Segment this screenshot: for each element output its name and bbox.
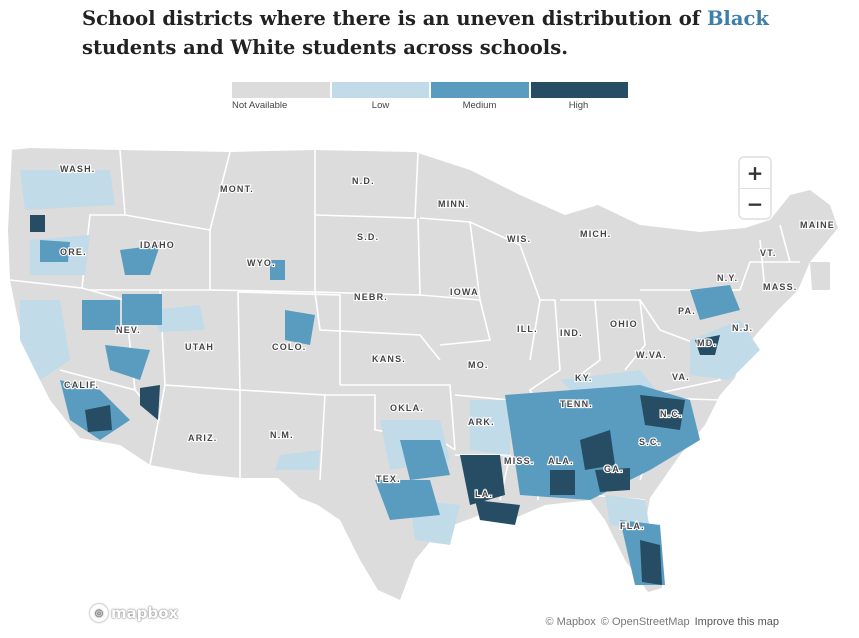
- state-label-ky: KY.: [575, 373, 593, 383]
- legend-label-low: Low: [371, 100, 390, 111]
- zoom-controls: + −: [740, 158, 770, 218]
- state-label-wash: WASH.: [60, 164, 96, 174]
- mapbox-mark-icon: ◎: [90, 604, 108, 622]
- us-land: [8, 148, 838, 600]
- state-label-ore: ORE.: [60, 247, 87, 257]
- zoom-in-button[interactable]: +: [740, 158, 770, 188]
- state-label-ga: GA.: [604, 464, 624, 474]
- improve-map-link[interactable]: Improve this map: [694, 616, 779, 628]
- state-label-calif: CALIF.: [64, 380, 99, 390]
- state-label-nd: N.D.: [352, 176, 375, 186]
- state-label-wva: W.VA.: [636, 350, 667, 360]
- state-label-nm: N.M.: [270, 430, 294, 440]
- state-label-tenn: TENN.: [560, 399, 593, 409]
- state-label-ny: N.Y.: [717, 273, 738, 283]
- state-label-okla: OKLA.: [390, 403, 424, 413]
- state-label-ohio: OHIO: [610, 319, 638, 329]
- state-label-maine: MAINE: [800, 220, 835, 230]
- new-england-coast: [810, 262, 830, 290]
- state-label-nebr: NEBR.: [354, 292, 388, 302]
- legend-swatch-not-available: [232, 82, 330, 98]
- state-label-ala: ALA.: [548, 456, 574, 466]
- districts-high: [30, 215, 720, 585]
- state-label-pa: PA.: [678, 306, 696, 316]
- state-label-nc: N.C.: [660, 409, 683, 419]
- legend-label-high: High: [568, 100, 589, 111]
- mapbox-logo[interactable]: ◎ mapbox: [90, 604, 178, 622]
- title-text-end: students and White students across schoo…: [82, 36, 568, 59]
- state-label-ariz: ARIZ.: [188, 433, 218, 443]
- legend-color-bar: [232, 82, 628, 98]
- state-label-utah: UTAH: [185, 342, 214, 352]
- state-label-wis: WIS.: [507, 234, 531, 244]
- state-label-minn: MINN.: [438, 199, 470, 209]
- legend-swatch-high: [530, 82, 628, 98]
- state-label-colo: COLO.: [272, 342, 307, 352]
- legend: Not Available Low Medium High: [232, 82, 628, 111]
- page-title: School districts where there is an uneve…: [82, 4, 782, 62]
- title-highlight-black: Black: [706, 7, 769, 30]
- mapbox-logo-text: mapbox: [111, 604, 179, 622]
- attribution-osm-link[interactable]: © OpenStreetMap: [600, 616, 690, 628]
- state-label-iowa: IOWA: [450, 287, 479, 297]
- zoom-out-button[interactable]: −: [740, 188, 770, 218]
- legend-label-not-available: Not Available: [232, 100, 288, 111]
- state-label-sc: S.C.: [639, 437, 661, 447]
- legend-swatch-low: [331, 82, 429, 98]
- state-label-mo: MO.: [468, 360, 489, 370]
- state-label-mass: MASS.: [763, 282, 798, 292]
- state-label-kans: KANS.: [372, 354, 406, 364]
- state-label-ind: IND.: [560, 328, 583, 338]
- state-label-sd: S.D.: [357, 232, 379, 242]
- state-label-miss: MISS.: [504, 456, 535, 466]
- state-label-idaho: IDAHO: [140, 240, 175, 250]
- districts-low: [20, 170, 760, 545]
- state-label-la: LA.: [475, 489, 493, 499]
- state-label-vt: VT.: [760, 248, 777, 258]
- title-text-start: School districts where there is an uneve…: [82, 7, 707, 30]
- state-label-md: MD.: [697, 338, 717, 348]
- map-attribution: © Mapbox © OpenStreetMap Improve this ma…: [546, 616, 780, 628]
- state-label-ill: ILL.: [517, 324, 538, 334]
- legend-swatch-medium: [431, 82, 529, 98]
- state-labels: WASH. MONT. N.D. MINN. MAINE ORE. IDAHO …: [59, 163, 835, 532]
- state-label-mont: MONT.: [220, 184, 254, 194]
- state-label-nj: N.J.: [732, 323, 753, 333]
- state-label-tex: TEX.: [376, 474, 401, 484]
- attribution-mapbox-link[interactable]: © Mapbox: [545, 616, 596, 628]
- state-label-va: VA.: [672, 372, 690, 382]
- legend-label-medium: Medium: [462, 100, 497, 111]
- state-label-ark: ARK.: [468, 417, 495, 427]
- state-label-mich: MICH.: [580, 229, 612, 239]
- state-label-wyo: WYO.: [247, 258, 276, 268]
- state-label-fla: FLA.: [620, 521, 645, 531]
- us-map[interactable]: WASH. MONT. N.D. MINN. MAINE ORE. IDAHO …: [0, 140, 859, 638]
- state-label-nev: NEV.: [116, 325, 141, 335]
